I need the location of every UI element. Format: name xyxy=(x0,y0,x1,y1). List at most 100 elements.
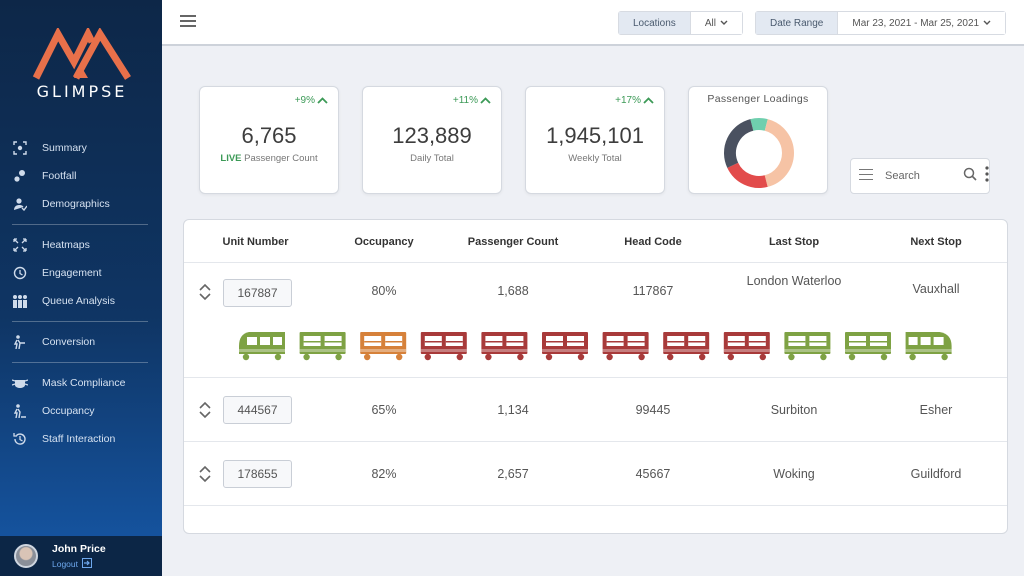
occupancy-cell: 65% xyxy=(371,403,397,417)
passenger-loadings-donut xyxy=(724,118,794,188)
kpi-value: 123,889 xyxy=(392,123,472,148)
column-header-last-stop[interactable]: Last Stop xyxy=(768,236,820,248)
carriage-icon xyxy=(663,332,710,361)
search-input[interactable] xyxy=(885,170,959,182)
staff-icon xyxy=(12,431,28,447)
locations-label: Locations xyxy=(619,12,691,34)
sidebar-item-occupancy[interactable]: Occupancy xyxy=(0,397,162,425)
sidebar-item-heatmaps[interactable]: Heatmaps xyxy=(0,231,162,259)
sidebar-item-demographics[interactable]: Demographics xyxy=(0,190,162,218)
sidebar-item-label: Demographics xyxy=(42,198,110,210)
column-header-occupancy[interactable]: Occupancy xyxy=(354,236,414,248)
column-header-next-stop[interactable]: Next Stop xyxy=(910,236,962,248)
sidebar-item-summary[interactable]: Summary xyxy=(0,134,162,162)
sidebar-item-staff-interaction[interactable]: Staff Interaction xyxy=(0,425,162,453)
carriage-icon xyxy=(845,332,891,361)
logout-label: Logout xyxy=(52,558,78,569)
kpi-label: LIVE Passenger Count xyxy=(220,153,318,164)
expand-collapse-icon[interactable] xyxy=(198,282,212,307)
kpi-card-passenger-count: +9% 6,765 LIVE Passenger Count xyxy=(199,86,339,194)
column-header-unit-number[interactable]: Unit Number xyxy=(222,236,289,248)
passenger-count-cell: 1,688 xyxy=(497,284,529,298)
date-range-dropdown[interactable]: Mar 23, 2021 - Mar 25, 2021 xyxy=(838,12,1006,34)
list-menu-icon[interactable] xyxy=(859,168,873,184)
expand-collapse-icon[interactable] xyxy=(198,464,212,489)
chevron-up-icon xyxy=(643,97,654,104)
engagement-icon xyxy=(12,265,28,281)
carriage-icon xyxy=(420,332,467,361)
logo: GLIMPSE xyxy=(30,28,134,102)
avatar[interactable] xyxy=(14,544,38,568)
nav-divider xyxy=(12,224,148,225)
passenger-count-cell: 1,134 xyxy=(497,403,529,417)
conversion-icon xyxy=(12,334,28,350)
next-stop-cell: Esher xyxy=(919,403,953,417)
more-vertical-icon[interactable] xyxy=(985,165,989,187)
chevron-up-icon xyxy=(317,97,328,104)
sidebar-item-label: Conversion xyxy=(42,336,96,348)
kpi-card-daily-total: +11% 123,889 Daily Total xyxy=(362,86,502,194)
brand-name: GLIMPSE xyxy=(36,82,128,101)
logout-icon xyxy=(82,557,92,570)
carriage-icon xyxy=(602,332,649,361)
column-header-head-code[interactable]: Head Code xyxy=(624,236,682,248)
carriage-icon xyxy=(784,332,831,361)
train-front-icon xyxy=(239,332,285,361)
carriage-icon xyxy=(481,332,528,361)
sidebar-item-conversion[interactable]: Conversion xyxy=(0,328,162,356)
last-stop-cell: London Waterloo xyxy=(746,274,842,288)
logout-link[interactable]: Logout xyxy=(52,557,106,570)
chevron-down-icon xyxy=(720,18,728,29)
row-divider xyxy=(184,441,1007,442)
menu-icon[interactable] xyxy=(180,15,196,29)
footfall-icon xyxy=(12,168,28,184)
sidebar-item-mask-compliance[interactable]: Mask Compliance xyxy=(0,369,162,397)
donut-segment-green xyxy=(750,118,768,131)
head-code-cell: 117867 xyxy=(632,284,674,298)
mask-icon xyxy=(12,375,28,391)
kpi-label: Daily Total xyxy=(410,153,454,164)
locations-dropdown[interactable]: All xyxy=(690,12,742,34)
demographics-icon xyxy=(12,196,28,212)
chevron-up-icon xyxy=(480,97,491,104)
head-code-cell: 99445 xyxy=(635,403,671,417)
kpi-card-weekly-total: +17% 1,945,101 Weekly Total xyxy=(525,86,665,194)
user-name: John Price xyxy=(52,542,106,555)
chevron-down-icon xyxy=(983,18,991,29)
expand-collapse-icon[interactable] xyxy=(198,400,212,425)
kpi-delta: +11% xyxy=(453,95,491,106)
sidebar-item-label: Engagement xyxy=(42,267,102,279)
occupancy-cell: 82% xyxy=(371,467,397,481)
sidebar-nav: Summary Footfall Demographics Heatmaps xyxy=(0,134,162,453)
column-header-passenger-count[interactable]: Passenger Count xyxy=(467,236,559,248)
date-range-filter: Date Range Mar 23, 2021 - Mar 25, 2021 xyxy=(755,11,1007,35)
sidebar-item-engagement[interactable]: Engagement xyxy=(0,259,162,287)
sidebar: GLIMPSE Summary Footfall Demographics xyxy=(0,0,162,576)
search-icon[interactable] xyxy=(963,167,977,186)
row-divider xyxy=(184,262,1007,263)
search-box xyxy=(850,158,990,194)
sidebar-item-label: Mask Compliance xyxy=(42,377,126,389)
carriage-icon xyxy=(360,332,407,361)
units-table: Unit Number Occupancy Passenger Count He… xyxy=(183,219,1008,534)
occupancy-cell: 80% xyxy=(371,284,397,298)
occupancy-icon xyxy=(12,403,28,419)
heatmaps-icon xyxy=(12,237,28,253)
locations-filter: Locations All xyxy=(618,11,743,35)
unit-number-badge: 167887 xyxy=(223,279,292,307)
sidebar-item-queue-analysis[interactable]: Queue Analysis xyxy=(0,287,162,315)
sidebar-item-label: Occupancy xyxy=(42,405,95,417)
donut-segment-red xyxy=(727,162,768,188)
last-stop-cell: Woking xyxy=(773,467,815,481)
top-bar: Locations All Date Range Mar 23, 2021 - … xyxy=(162,0,1024,46)
live-badge: LIVE xyxy=(220,153,242,164)
nav-divider xyxy=(12,362,148,363)
sidebar-item-footfall[interactable]: Footfall xyxy=(0,162,162,190)
row-divider xyxy=(184,377,1007,378)
unit-number-badge: 444567 xyxy=(223,396,292,424)
next-stop-cell: Guildford xyxy=(910,467,962,481)
unit-number-badge: 178655 xyxy=(223,460,292,488)
carriage-icon xyxy=(299,332,346,361)
sidebar-item-label: Staff Interaction xyxy=(42,433,116,445)
kpi-label: Weekly Total xyxy=(568,153,622,164)
